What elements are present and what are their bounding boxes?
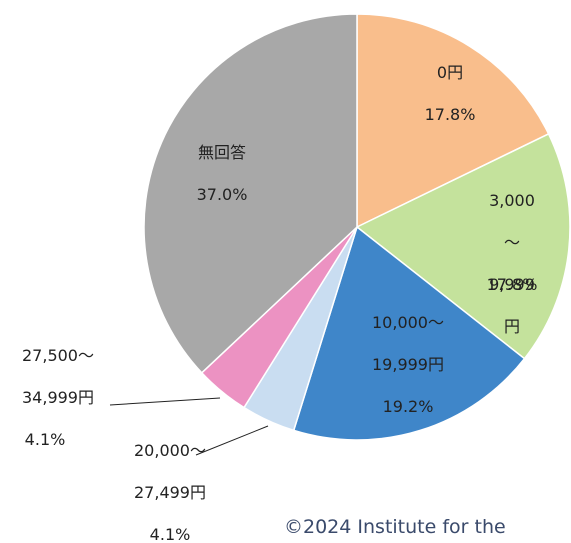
pie-slice	[356, 13, 550, 229]
pie-slice	[143, 13, 358, 374]
value-label: 17.8%	[424, 105, 476, 124]
value-label: 4.1%	[24, 430, 66, 449]
value-label: 19.2%	[382, 397, 434, 416]
value-label: 4.1%	[149, 525, 191, 543]
leader-line	[109, 397, 221, 406]
slice-label: 20,000～ 27,499円	[134, 441, 206, 502]
footer: ©2024 Institute for the	[284, 516, 506, 538]
slice-label: 無回答	[197, 143, 247, 162]
pie-slice	[355, 132, 571, 360]
slice-label: 27,500～ 34,999円	[22, 346, 94, 407]
slice-label: 10,000～ 19,999円	[372, 313, 444, 374]
slice-label: 0円	[436, 63, 464, 82]
leader-line	[195, 425, 269, 456]
value-label: 37.0%	[196, 185, 248, 204]
value-label: 17.8%	[486, 275, 538, 294]
pie-slice	[292, 225, 526, 441]
slice-label: 3,000～ 9,999円	[489, 191, 535, 336]
